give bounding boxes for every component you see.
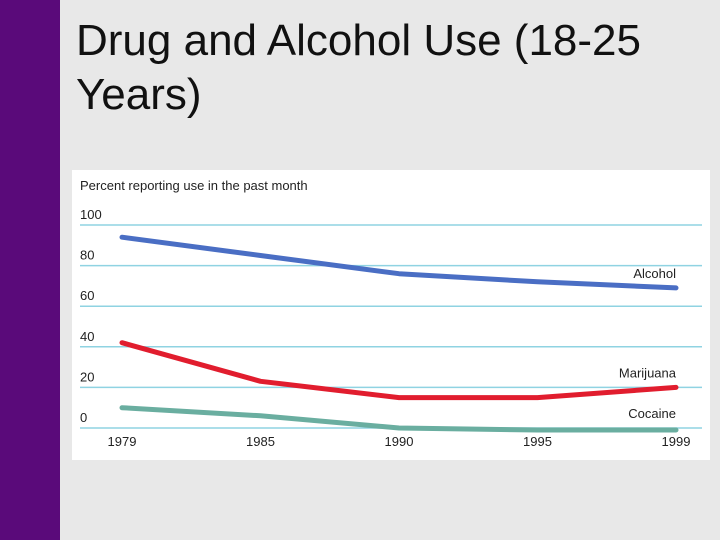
chart-panel: Percent reporting use in the past month … — [72, 170, 710, 460]
y-tick-labels: 0 20 40 60 80 100 — [80, 207, 102, 425]
x-tick-labels: 1979 1985 1990 1995 1999 — [108, 434, 691, 449]
chart-title: Percent reporting use in the past month — [80, 178, 308, 193]
series-lines — [119, 234, 679, 433]
x-tick-label: 1995 — [523, 434, 552, 449]
y-tick-label: 60 — [80, 288, 94, 303]
series-line-alcohol — [119, 234, 679, 291]
x-tick-label: 1985 — [246, 434, 275, 449]
x-tick-label: 1999 — [662, 434, 691, 449]
y-tick-label: 20 — [80, 369, 94, 384]
series-labels: Alcohol Marijuana Cocaine — [619, 266, 677, 421]
line-chart: Percent reporting use in the past month … — [80, 178, 702, 449]
y-tick-label: 100 — [80, 207, 102, 222]
series-line-cocaine — [119, 405, 679, 433]
series-line-marijuana — [119, 340, 679, 401]
slide-accent-bar — [0, 0, 60, 540]
y-tick-label: 0 — [80, 410, 87, 425]
y-tick-label: 80 — [80, 248, 94, 263]
series-label-alcohol: Alcohol — [633, 266, 676, 281]
x-tick-label: 1979 — [108, 434, 137, 449]
x-tick-label: 1990 — [385, 434, 414, 449]
series-label-marijuana: Marijuana — [619, 365, 677, 380]
y-tick-label: 40 — [80, 329, 94, 344]
slide-title: Drug and Alcohol Use (18-25 Years) — [76, 16, 641, 119]
series-label-cocaine: Cocaine — [628, 406, 676, 421]
